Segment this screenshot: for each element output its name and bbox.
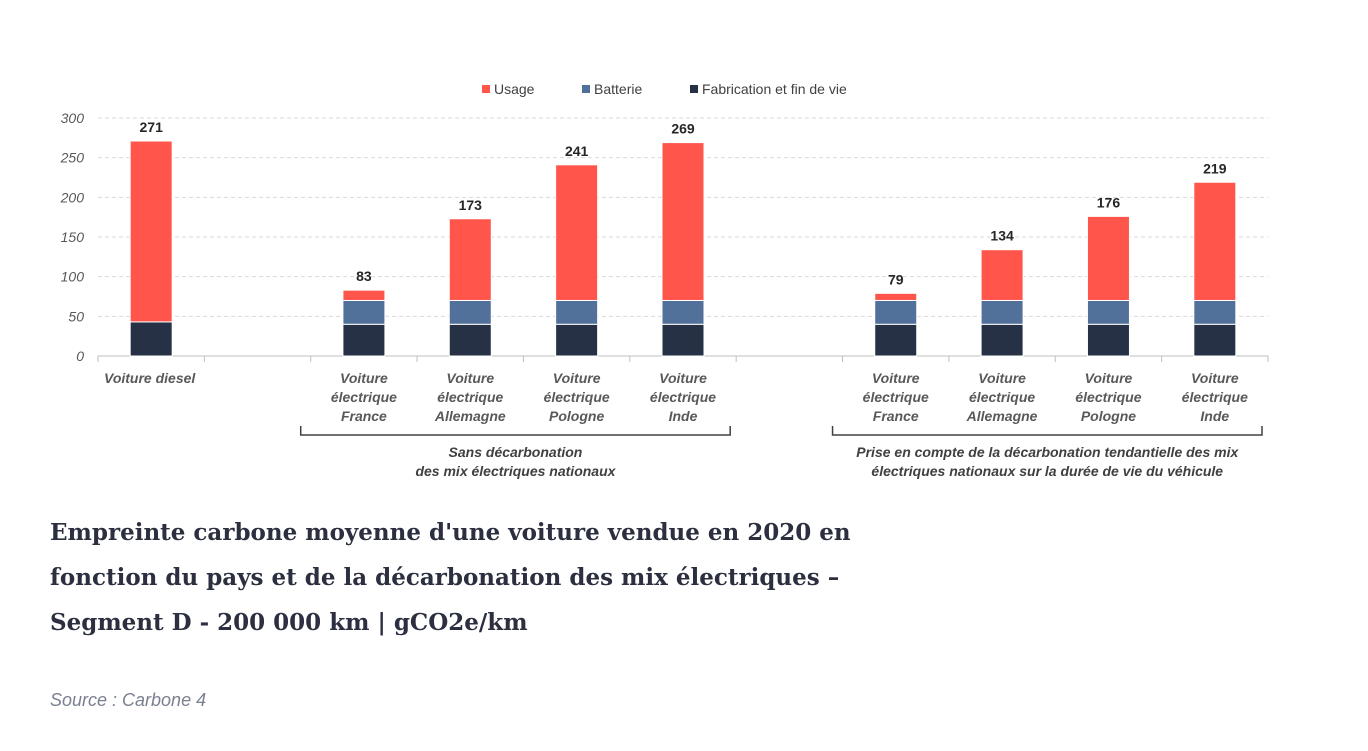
bar-segment bbox=[342, 299, 386, 325]
bar-segment bbox=[1086, 323, 1130, 357]
category-label: électrique bbox=[437, 389, 503, 405]
category-label: Voiture bbox=[340, 370, 388, 386]
bar-total-label: 269 bbox=[671, 121, 695, 137]
legend-swatch bbox=[482, 85, 490, 93]
group-label: électriques nationaux sur la durée de vi… bbox=[871, 463, 1223, 479]
bar-segment bbox=[129, 321, 173, 357]
group-label: Sans décarbonation bbox=[449, 444, 583, 460]
bar-segment bbox=[874, 299, 918, 325]
bar-segment bbox=[1193, 323, 1237, 357]
y-tick-label: 200 bbox=[60, 189, 85, 205]
y-tick-label: 300 bbox=[61, 110, 85, 126]
category-label: France bbox=[873, 408, 919, 424]
category-label: France bbox=[341, 408, 387, 424]
y-tick-label: 50 bbox=[68, 308, 84, 324]
legend-swatch bbox=[582, 85, 590, 93]
bar-segment bbox=[874, 292, 918, 301]
bar-total-label: 176 bbox=[1097, 194, 1121, 210]
category-label: Inde bbox=[1200, 408, 1229, 424]
bar-segment bbox=[342, 323, 386, 357]
bar-segment bbox=[448, 299, 492, 325]
bar-segment bbox=[555, 323, 599, 357]
legend-label: Fabrication et fin de vie bbox=[702, 81, 847, 97]
category-label: Voiture bbox=[659, 370, 707, 386]
bar-total-label: 83 bbox=[356, 268, 372, 284]
category-label: Voiture bbox=[978, 370, 1026, 386]
category-label: Voiture diesel bbox=[104, 370, 196, 386]
bar-segment bbox=[129, 140, 173, 323]
group-label: Prise en compte de la décarbonation tend… bbox=[856, 444, 1239, 460]
y-tick-label: 250 bbox=[60, 150, 85, 166]
chart-title: Empreinte carbone moyenne d'une voiture … bbox=[50, 519, 851, 636]
category-label: Inde bbox=[669, 408, 698, 424]
bar-segment bbox=[555, 299, 599, 325]
group-bracket bbox=[831, 426, 1263, 436]
bar-segment bbox=[1193, 181, 1237, 301]
bar-segment bbox=[980, 249, 1024, 301]
bar-segment bbox=[661, 299, 705, 325]
y-tick-label: 150 bbox=[61, 229, 85, 245]
bar-segment bbox=[448, 218, 492, 301]
y-tick-label: 100 bbox=[61, 269, 85, 285]
category-label: électrique bbox=[650, 389, 716, 405]
group-label: des mix électriques nationaux bbox=[415, 463, 616, 479]
bar-segment bbox=[980, 299, 1024, 325]
bar-segment bbox=[1086, 299, 1130, 325]
bar-total-label: 219 bbox=[1203, 160, 1227, 176]
category-label: électrique bbox=[544, 389, 610, 405]
category-label: électrique bbox=[1075, 389, 1141, 405]
category-label: Allemagne bbox=[434, 408, 506, 424]
bar-segment bbox=[555, 164, 599, 301]
category-label: Allemagne bbox=[966, 408, 1038, 424]
bar-segment bbox=[448, 323, 492, 357]
bar-total-label: 241 bbox=[565, 143, 589, 159]
bar-segment bbox=[1193, 299, 1237, 325]
bar-segment bbox=[980, 323, 1024, 357]
category-label: électrique bbox=[1182, 389, 1248, 405]
group-bracket bbox=[299, 426, 731, 436]
y-tick-label: 0 bbox=[76, 348, 84, 364]
bar-segment bbox=[342, 289, 386, 301]
bar-segment bbox=[874, 323, 918, 357]
category-label: Pologne bbox=[1081, 408, 1136, 424]
legend-label: Usage bbox=[494, 81, 535, 97]
category-label: électrique bbox=[863, 389, 929, 405]
bar-segment bbox=[1086, 215, 1130, 301]
bar-total-label: 173 bbox=[459, 197, 483, 213]
bar-segment bbox=[661, 323, 705, 357]
bar-segment bbox=[661, 142, 705, 301]
legend-label: Batterie bbox=[594, 81, 642, 97]
category-label: Voiture bbox=[872, 370, 920, 386]
source-note: Source : Carbone 4 bbox=[50, 690, 207, 710]
category-label: électrique bbox=[331, 389, 397, 405]
category-label: Voiture bbox=[446, 370, 494, 386]
stacked-bar-chart: 0 50 100 150 200 250 300 271 Voiture diesel 83 Voi… bbox=[60, 81, 1269, 479]
category-label: Pologne bbox=[549, 408, 604, 424]
category-label: Voiture bbox=[1085, 370, 1133, 386]
bar-total-label: 134 bbox=[990, 228, 1014, 244]
category-label: Voiture bbox=[553, 370, 601, 386]
category-label: électrique bbox=[969, 389, 1035, 405]
bar-total-label: 79 bbox=[888, 271, 904, 287]
category-label: Voiture bbox=[1191, 370, 1239, 386]
legend-swatch bbox=[690, 85, 698, 93]
bar-total-label: 271 bbox=[140, 119, 164, 135]
